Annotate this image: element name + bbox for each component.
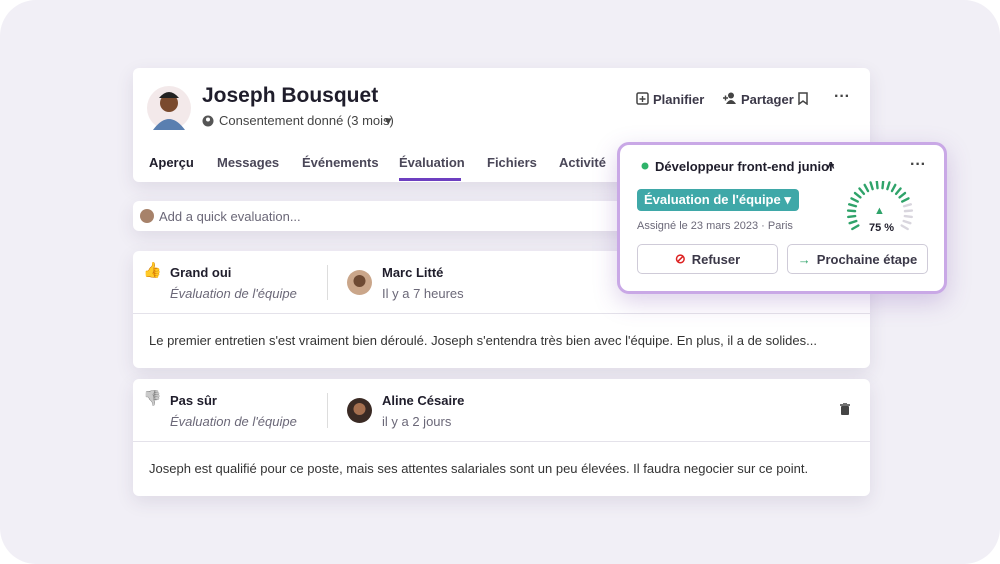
location: Paris [767,220,793,232]
placeholder: Add a quick evaluation... [159,209,301,224]
author-avatar [347,270,372,295]
score-gauge: ▲ [846,181,914,231]
divider [327,393,328,428]
gauge-tick [853,191,862,199]
tab[interactable]: Fichiers [487,155,537,170]
tab[interactable]: Activité [559,155,606,170]
score-label: 75 % [869,222,895,234]
gauge-tick [903,214,913,219]
assigned: Assigné le 23 mars 2023 · Paris [637,220,793,232]
gauge-tick [851,224,860,231]
gauge-tick [902,219,912,225]
verdict-icon: 👍 [143,262,162,279]
gauge-tick [846,209,857,213]
avatar [147,86,191,130]
gauge-tick [890,183,897,193]
author: Marc Litté [382,265,444,280]
candidate-name: Joseph Bousquet [202,84,379,107]
verdict: Pas sûr [170,393,217,408]
comment: Le premier entretien s'est vraiment bien… [149,333,817,348]
gauge-tick [863,183,870,193]
stage-popup: Développeur front-end junior ˄ ··· Évalu… [617,142,947,294]
gauge-tick [886,181,891,191]
gauge-tick [898,191,907,199]
profile-card: Joseph Bousquet Consentement donné (3 mo… [133,68,870,182]
evaluation-type: Évaluation de l'équipe [170,414,297,429]
consent[interactable]: Consentement donné (3 mois) [219,113,394,128]
gauge-icon: ▲ [874,205,885,217]
stage: Évaluation de l'équipe [644,192,781,207]
more[interactable]: ··· [910,156,926,173]
tab[interactable]: Messages [217,155,280,170]
time: Il y a 7 heures [382,286,464,301]
caret: ▾ [385,113,392,128]
avatar [140,209,154,223]
button-label: Prochaine étape [816,251,918,267]
more[interactable]: ··· [834,88,850,105]
gauge-tick [875,181,879,190]
gauge-tick [901,197,910,203]
status-dot [641,162,649,170]
verdict-icon: 👎 [143,390,162,407]
reject-icon: ⊘ [674,251,686,266]
gauge-tick [850,197,859,203]
gauge-tick [900,224,909,231]
author: Aline Césaire [382,393,465,408]
gauge-tick [858,187,866,196]
gauge-tick [847,203,858,208]
bookmark[interactable] [798,92,808,105]
caret: ˄ [827,158,835,173]
separator [133,441,870,442]
gauge-tick [881,181,885,190]
action[interactable]: Planifier [653,92,705,107]
gauge-tick [848,219,858,225]
delete-icon[interactable] [840,403,850,415]
verdict: Grand oui [170,265,232,280]
tab-underline [399,178,461,181]
job-title[interactable]: Développeur front-end junior [655,159,835,174]
evaluation-card: 👍 Grand oui Évaluation de l'équipe Marc Lit… [133,251,870,368]
gauge-tick [869,181,874,191]
tab[interactable]: Évaluation [399,155,465,170]
tab[interactable]: Aperçu [149,155,194,170]
stage-select[interactable]: Évaluation de l'équipe ▾ [637,189,799,211]
action[interactable]: Partager [741,92,794,107]
author-avatar [347,398,372,423]
reject-button[interactable]: ⊘ Refuser [637,244,778,274]
gauge-tick [847,214,857,219]
assigned-date: Assigné le 23 mars 2023 [637,220,759,232]
evaluation-card: 👎 Pas sûr Évaluation de l'équipe Aline Césa… [133,379,870,496]
button-label: Refuser [691,251,741,267]
next-button[interactable]: → Prochaine étape [787,244,928,274]
gauge-tick [894,187,902,196]
time: il y a 2 jours [382,414,452,429]
gauge-tick [903,209,914,213]
separator [133,313,870,314]
tab[interactable]: Événements [302,155,379,170]
gauge-tick [902,203,913,208]
arrow-icon: → [797,251,811,267]
calendar-icon [636,92,649,105]
consent-icon [202,115,214,127]
evaluation-type: Évaluation de l'équipe [170,286,297,301]
divider [327,265,328,300]
comment: Joseph est qualifié pour ce poste, mais … [149,461,809,476]
share-icon [723,92,736,104]
